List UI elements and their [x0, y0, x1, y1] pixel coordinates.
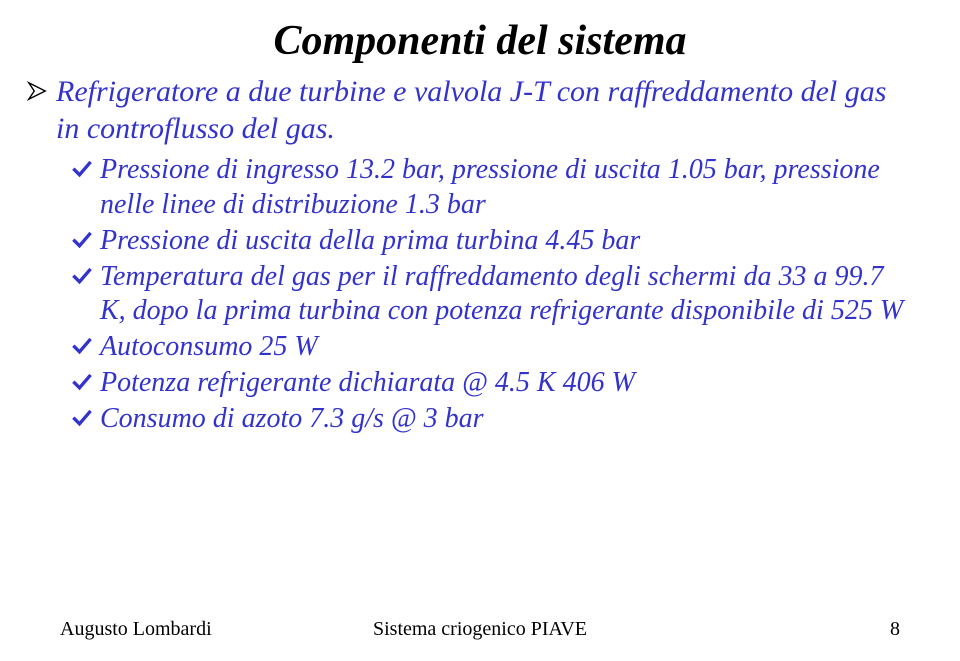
main-bullet-text: Refrigeratore a due turbine e valvola J-… — [56, 74, 910, 147]
sub-bullet-row: Consumo di azoto 7.3 g/s @ 3 bar — [72, 402, 910, 436]
sub-bullet-text: Pressione di ingresso 13.2 bar, pression… — [100, 153, 910, 221]
footer-page-number: 8 — [890, 618, 900, 641]
sub-bullet-list: Pressione di ingresso 13.2 bar, pression… — [72, 153, 910, 436]
sub-bullet-text: Autoconsumo 25 W — [100, 330, 318, 364]
sub-bullet-text: Pressione di uscita della prima turbina … — [100, 224, 640, 258]
check-icon — [72, 372, 92, 392]
check-icon — [72, 266, 92, 286]
sub-bullet-row: Pressione di ingresso 13.2 bar, pression… — [72, 153, 910, 221]
slide: Componenti del sistema Refrigeratore a d… — [0, 0, 960, 661]
check-icon — [72, 408, 92, 428]
check-icon — [72, 336, 92, 356]
slide-footer: Augusto Lombardi Sistema criogenico PIAV… — [60, 618, 900, 641]
sub-bullet-text: Temperatura del gas per il raffreddament… — [100, 260, 910, 328]
footer-title: Sistema criogenico PIAVE — [373, 618, 587, 641]
sub-bullet-row: Potenza refrigerante dichiarata @ 4.5 K … — [72, 366, 910, 400]
sub-bullet-text: Potenza refrigerante dichiarata @ 4.5 K … — [100, 366, 635, 400]
chevron-right-icon — [26, 80, 48, 102]
sub-bullet-row: Pressione di uscita della prima turbina … — [72, 224, 910, 258]
check-icon — [72, 159, 92, 179]
main-bullet-row: Refrigeratore a due turbine e valvola J-… — [50, 74, 910, 147]
footer-author: Augusto Lombardi — [60, 618, 212, 641]
sub-bullet-row: Temperatura del gas per il raffreddament… — [72, 260, 910, 328]
sub-bullet-text: Consumo di azoto 7.3 g/s @ 3 bar — [100, 402, 484, 436]
slide-title: Componenti del sistema — [50, 18, 910, 64]
check-icon — [72, 230, 92, 250]
sub-bullet-row: Autoconsumo 25 W — [72, 330, 910, 364]
